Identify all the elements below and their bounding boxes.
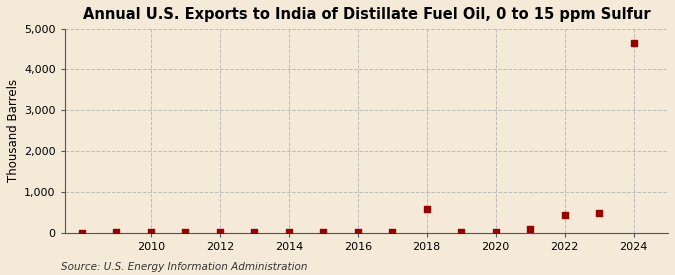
Point (318, 230, 329, 235)
Title: Annual U.S. Exports to India of Distillate Fuel Oil, 0 to 15 ppm Sulfur: Annual U.S. Exports to India of Distilla… (82, 7, 650, 22)
Point (387, 230, 398, 235)
Point (559, 212, 570, 217)
Point (249, 230, 260, 235)
Y-axis label: Thousand Barrels: Thousand Barrels (7, 79, 20, 182)
Point (628, 40, 639, 45)
Point (111, 230, 122, 235)
Point (76, 230, 87, 235)
Point (456, 230, 466, 234)
Point (215, 230, 225, 235)
Text: Source: U.S. Energy Information Administration: Source: U.S. Energy Information Administ… (61, 262, 307, 272)
Point (524, 227, 535, 231)
Point (421, 207, 432, 211)
Point (490, 230, 501, 234)
Point (180, 230, 191, 234)
Point (352, 230, 363, 235)
Point (284, 230, 294, 235)
Point (594, 211, 605, 215)
Point (146, 230, 157, 235)
